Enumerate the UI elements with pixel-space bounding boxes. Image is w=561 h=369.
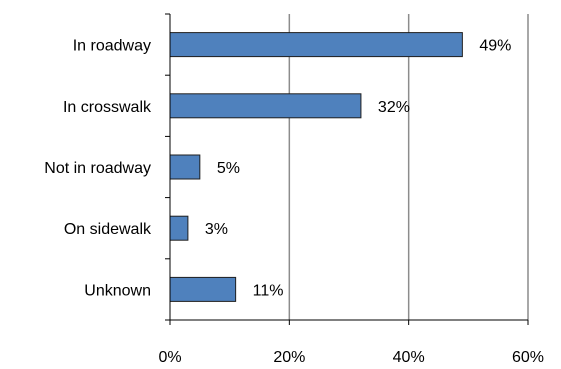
bar-2 — [169, 154, 201, 180]
category-label-4: Unknown — [84, 282, 151, 299]
bar-4 — [169, 276, 237, 302]
category-label-0: In roadway — [73, 38, 151, 55]
labels: 49% In roadway 32% In crosswalk 5% Not in roa… — [44, 38, 544, 366]
value-label-2: 5% — [217, 160, 240, 177]
bars — [169, 32, 463, 302]
category-label-2: Not in roadway — [44, 160, 151, 177]
value-label-1: 32% — [378, 99, 410, 116]
axes — [165, 13, 529, 325]
x-tick-label-0: 0% — [158, 349, 181, 366]
bar-3 — [169, 215, 189, 241]
category-label-1: In crosswalk — [63, 99, 152, 116]
bar-0 — [169, 32, 463, 58]
x-tick-label-1: 20% — [273, 349, 305, 366]
x-tick-label-2: 40% — [393, 349, 425, 366]
bar-1 — [169, 93, 362, 119]
value-label-4: 11% — [253, 282, 284, 299]
category-label-3: On sidewalk — [64, 221, 152, 238]
value-label-0: 49% — [479, 38, 511, 55]
x-tick-label-3: 60% — [512, 349, 544, 366]
value-label-3: 3% — [205, 221, 228, 238]
grid-lines — [288, 14, 529, 320]
